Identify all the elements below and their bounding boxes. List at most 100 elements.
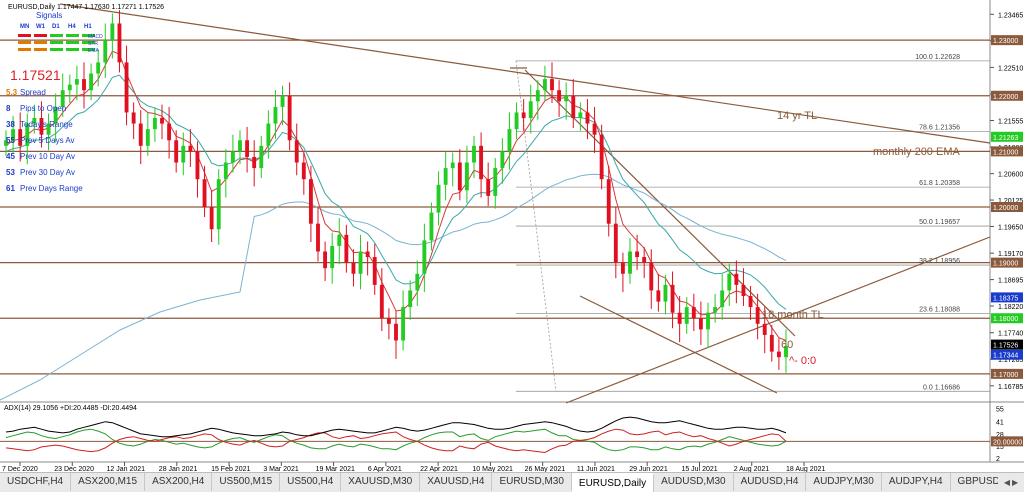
candle-bear bbox=[124, 62, 129, 113]
chart-tab[interactable]: XAUUSD,M30 bbox=[341, 473, 421, 491]
candle-bull bbox=[464, 162, 469, 191]
signal-bar bbox=[34, 41, 47, 44]
price-box-label: 1.17526 bbox=[993, 343, 1018, 350]
price-box bbox=[991, 368, 1023, 379]
candle-bear bbox=[308, 179, 313, 224]
signal-bar bbox=[66, 41, 79, 44]
candle-bear bbox=[649, 262, 654, 291]
candle-bear bbox=[585, 112, 590, 124]
info-value: 38 bbox=[6, 120, 15, 129]
candle-bull bbox=[67, 84, 72, 91]
info-label: Today's Range bbox=[20, 120, 73, 129]
minus-di-line bbox=[5, 428, 787, 454]
signals-title: Signals bbox=[36, 11, 62, 20]
candle-bull bbox=[110, 23, 115, 41]
price-tick-label: 1.19650 bbox=[998, 224, 1023, 231]
scroll-left-icon[interactable]: ◀ bbox=[1003, 477, 1010, 487]
info-value: 45 bbox=[6, 152, 15, 161]
candle-bull bbox=[337, 234, 342, 246]
chart-tab[interactable]: AUDUSD,H4 bbox=[734, 473, 807, 491]
candle-bull bbox=[514, 112, 519, 130]
price-tick-label: 1.19170 bbox=[998, 251, 1023, 258]
time-tick-label: 7 Dec 2020 bbox=[2, 466, 38, 472]
candle-bear bbox=[394, 323, 398, 341]
candle-bull bbox=[273, 106, 278, 124]
info-value: 53 bbox=[6, 168, 15, 177]
adx-indicator: 55 41 28 15 2 20.00000 bbox=[0, 407, 1023, 463]
time-axis: 7 Dec 2020 23 Dec 2020 12 Jan 2021 28 Jan 2… bbox=[2, 462, 825, 472]
candle-bull bbox=[713, 307, 718, 313]
fib-label: 23.6 1.18088 bbox=[919, 306, 960, 313]
candle-bear bbox=[606, 179, 611, 224]
channel-lower-line bbox=[579, 295, 778, 394]
signal-bar bbox=[34, 48, 47, 51]
chart-tab[interactable]: EURUSD,Daily bbox=[571, 473, 655, 492]
price-box bbox=[991, 257, 1023, 268]
price-tick-label: 1.21555 bbox=[998, 119, 1023, 126]
candle-bull bbox=[500, 151, 505, 169]
annotation-18-month-tl: 18 month TL bbox=[762, 309, 824, 321]
price-tick-label: 1.17265 bbox=[998, 357, 1023, 364]
candle-bear bbox=[521, 112, 526, 119]
chart-tab[interactable]: GBPUSD,M30 bbox=[951, 473, 1024, 491]
chart-tab[interactable]: US500,M15 bbox=[212, 473, 281, 491]
annotation-monthly-200-ema: monthly 200 EMA bbox=[873, 146, 960, 158]
candle-bear bbox=[635, 251, 640, 258]
candle-bull bbox=[358, 251, 363, 274]
candle-bull bbox=[436, 184, 441, 213]
price-axis: 1.234651.229901.225101.220301.215551.210… bbox=[990, 12, 1023, 391]
candle-bear bbox=[202, 179, 207, 208]
candle-bull bbox=[223, 162, 228, 180]
time-tick-label: 3 Mar 2021 bbox=[263, 466, 299, 472]
candle-bear bbox=[252, 156, 257, 169]
candle-bear bbox=[457, 162, 462, 191]
fib-label: 100.0 1.22628 bbox=[915, 54, 960, 61]
time-tick-label: 26 May 2021 bbox=[525, 466, 566, 472]
adx-tick-label: 28 bbox=[996, 432, 1004, 439]
candle-bear bbox=[294, 140, 299, 163]
price-box bbox=[991, 35, 1023, 46]
adx-tick-label: 41 bbox=[996, 420, 1004, 427]
scroll-right-icon[interactable]: ▶ bbox=[1012, 477, 1019, 487]
info-label: Spread bbox=[20, 88, 46, 97]
candle-bull bbox=[145, 129, 150, 146]
candle-bear bbox=[620, 262, 625, 274]
candle-bull bbox=[238, 140, 242, 152]
annotation-zero: ^- 0:0 bbox=[789, 355, 816, 367]
info-value: 8 bbox=[6, 104, 11, 113]
current-price: 1.17521 bbox=[10, 67, 61, 83]
grid bbox=[0, 0, 1024, 463]
price-box-label: 1.18000 bbox=[993, 316, 1018, 323]
chart-tab[interactable]: AUDUSD,M30 bbox=[654, 473, 734, 491]
candle-bear bbox=[82, 79, 86, 91]
price-box bbox=[991, 202, 1023, 213]
chart-tab[interactable]: ASX200,M15 bbox=[71, 473, 146, 491]
signal-bar bbox=[82, 34, 95, 37]
price-box bbox=[991, 339, 1023, 350]
candle-bear bbox=[571, 95, 576, 119]
chart-tab[interactable]: AUDJPY,M30 bbox=[806, 473, 882, 491]
candle-bear bbox=[599, 134, 604, 180]
annotation-sixty: 60 bbox=[781, 339, 793, 351]
candle-bear bbox=[167, 123, 172, 141]
chart-tab[interactable]: XAUUSD,H4 bbox=[420, 473, 493, 491]
candle-bull bbox=[472, 145, 476, 163]
candle-bear bbox=[117, 23, 122, 63]
trading-chart[interactable]: 100.0 1.22628 78.6 1.21356 61.8 1.20358 50.… bbox=[0, 0, 1024, 472]
info-value: 5.3 bbox=[6, 88, 18, 97]
chart-tab[interactable]: USDCHF,H4 bbox=[0, 473, 72, 491]
chart-tab[interactable]: EURUSD,M30 bbox=[492, 473, 572, 491]
chart-tab[interactable]: ASX200,H4 bbox=[145, 473, 213, 491]
price-box-label: 1.17000 bbox=[993, 372, 1018, 379]
price-tick-label: 1.22510 bbox=[998, 65, 1023, 72]
candle-bear bbox=[550, 79, 554, 91]
price-box bbox=[991, 131, 1023, 142]
candle-bull bbox=[720, 290, 725, 308]
candle-bull bbox=[25, 123, 30, 146]
price-box-label: 1.22000 bbox=[993, 94, 1018, 101]
plus-di-line bbox=[5, 428, 787, 452]
chart-tab[interactable]: US500,H4 bbox=[280, 473, 342, 491]
time-tick-label: 23 Dec 2020 bbox=[54, 466, 94, 472]
candle-bear bbox=[776, 351, 781, 358]
chart-tab[interactable]: AUDJPY,H4 bbox=[882, 473, 951, 491]
